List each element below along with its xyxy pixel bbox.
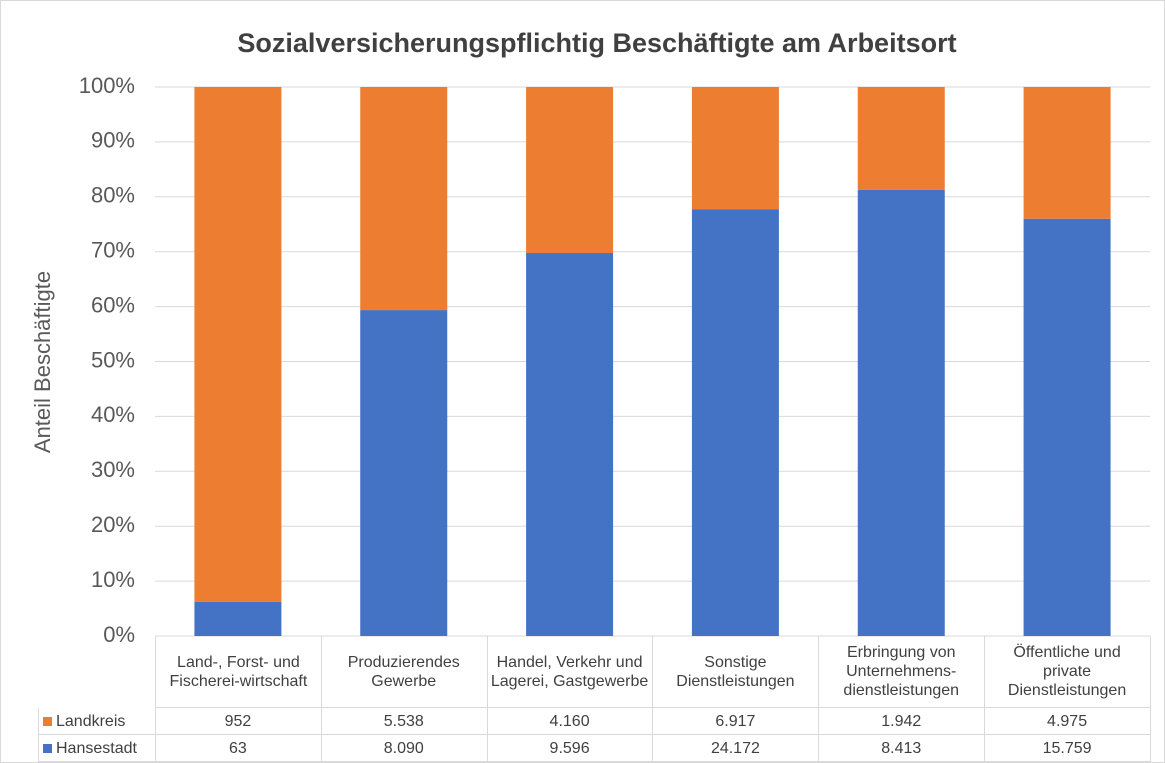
y-tick-label: 90% [91, 128, 135, 153]
y-tick-label: 60% [91, 292, 135, 317]
legend-key [43, 743, 52, 753]
legend-key [43, 716, 52, 726]
bar-segment [360, 87, 448, 311]
y-tick-label: 100% [79, 73, 135, 98]
category-label: Öffentliche und private Dienstleistungen [984, 636, 1151, 708]
y-tick-label: 20% [91, 512, 135, 537]
y-tick-label: 30% [91, 457, 135, 482]
legend-label: Landkreis [56, 712, 126, 730]
legend-entry: Hansestadt [38, 735, 156, 762]
table-value: 9.596 [486, 735, 654, 762]
table-value: 6.917 [652, 708, 820, 735]
bar-segment [526, 253, 614, 636]
bar-segment [526, 87, 614, 254]
table-value: 5.538 [320, 708, 488, 735]
y-tick-label: 0% [103, 622, 135, 647]
bar-segment [194, 601, 282, 636]
bar-segment [194, 87, 282, 602]
category-label: Land-, Forst- und Fischerei-wirtschaft [155, 636, 322, 708]
table-value: 8.413 [818, 735, 986, 762]
legend-label: Hansestadt [56, 739, 137, 757]
bar-segment [691, 209, 779, 636]
table-value: 63 [155, 735, 322, 762]
chart-title: Sozialversicherungspflichtig Beschäftigt… [237, 28, 956, 58]
table-value: 4.975 [984, 708, 1151, 735]
table-value: 1.942 [818, 708, 986, 735]
y-axis-label: Anteil Beschäftigte [30, 271, 55, 453]
legend-entry: Landkreis [38, 708, 156, 735]
bar-segment [691, 87, 779, 210]
bar-segment [857, 87, 945, 190]
y-tick-label: 40% [91, 402, 135, 427]
category-label: Erbringung von Unternehmens-dienstleistu… [818, 636, 986, 708]
bar-segment [857, 189, 945, 636]
table-value: 4.160 [486, 708, 654, 735]
table-value: 952 [155, 708, 322, 735]
bar-segment [1023, 87, 1111, 219]
category-label: Handel, Verkehr und Lagerei, Gastgewerbe [486, 636, 654, 708]
bar-segment [1023, 218, 1111, 636]
category-label: Produzierendes Gewerbe [320, 636, 488, 708]
y-tick-label: 10% [91, 567, 135, 592]
table-value: 24.172 [652, 735, 820, 762]
y-tick-label: 50% [91, 347, 135, 372]
table-value: 15.759 [984, 735, 1151, 762]
category-label: Sonstige Dienstleistungen [652, 636, 820, 708]
y-tick-label: 80% [91, 183, 135, 208]
bar-segment [360, 310, 448, 636]
y-tick-label: 70% [91, 238, 135, 263]
table-value: 8.090 [320, 735, 488, 762]
